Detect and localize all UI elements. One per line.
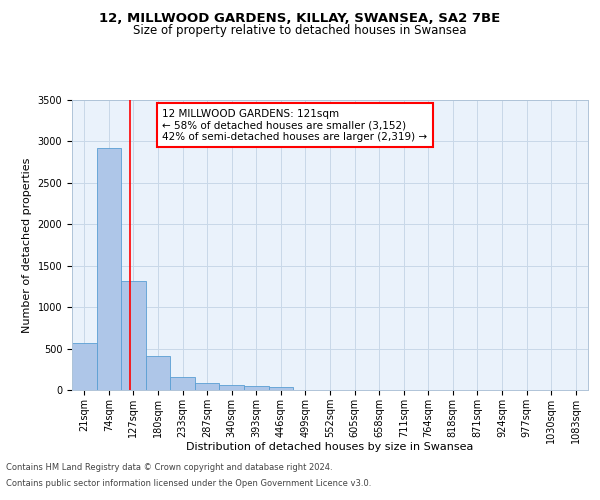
Bar	[244, 386, 269, 390]
Bar	[146, 356, 170, 390]
Text: Distribution of detached houses by size in Swansea: Distribution of detached houses by size …	[187, 442, 473, 452]
Bar	[97, 148, 121, 390]
Bar	[220, 385, 244, 390]
Bar	[195, 384, 220, 390]
Bar	[72, 343, 97, 390]
Bar	[170, 377, 195, 390]
Text: Contains public sector information licensed under the Open Government Licence v3: Contains public sector information licen…	[6, 478, 371, 488]
Bar	[269, 386, 293, 390]
Y-axis label: Number of detached properties: Number of detached properties	[22, 158, 32, 332]
Bar	[121, 280, 146, 390]
Text: Contains HM Land Registry data © Crown copyright and database right 2024.: Contains HM Land Registry data © Crown c…	[6, 464, 332, 472]
Text: 12, MILLWOOD GARDENS, KILLAY, SWANSEA, SA2 7BE: 12, MILLWOOD GARDENS, KILLAY, SWANSEA, S…	[100, 12, 500, 26]
Text: 12 MILLWOOD GARDENS: 121sqm
← 58% of detached houses are smaller (3,152)
42% of : 12 MILLWOOD GARDENS: 121sqm ← 58% of det…	[162, 108, 427, 142]
Text: Size of property relative to detached houses in Swansea: Size of property relative to detached ho…	[133, 24, 467, 37]
